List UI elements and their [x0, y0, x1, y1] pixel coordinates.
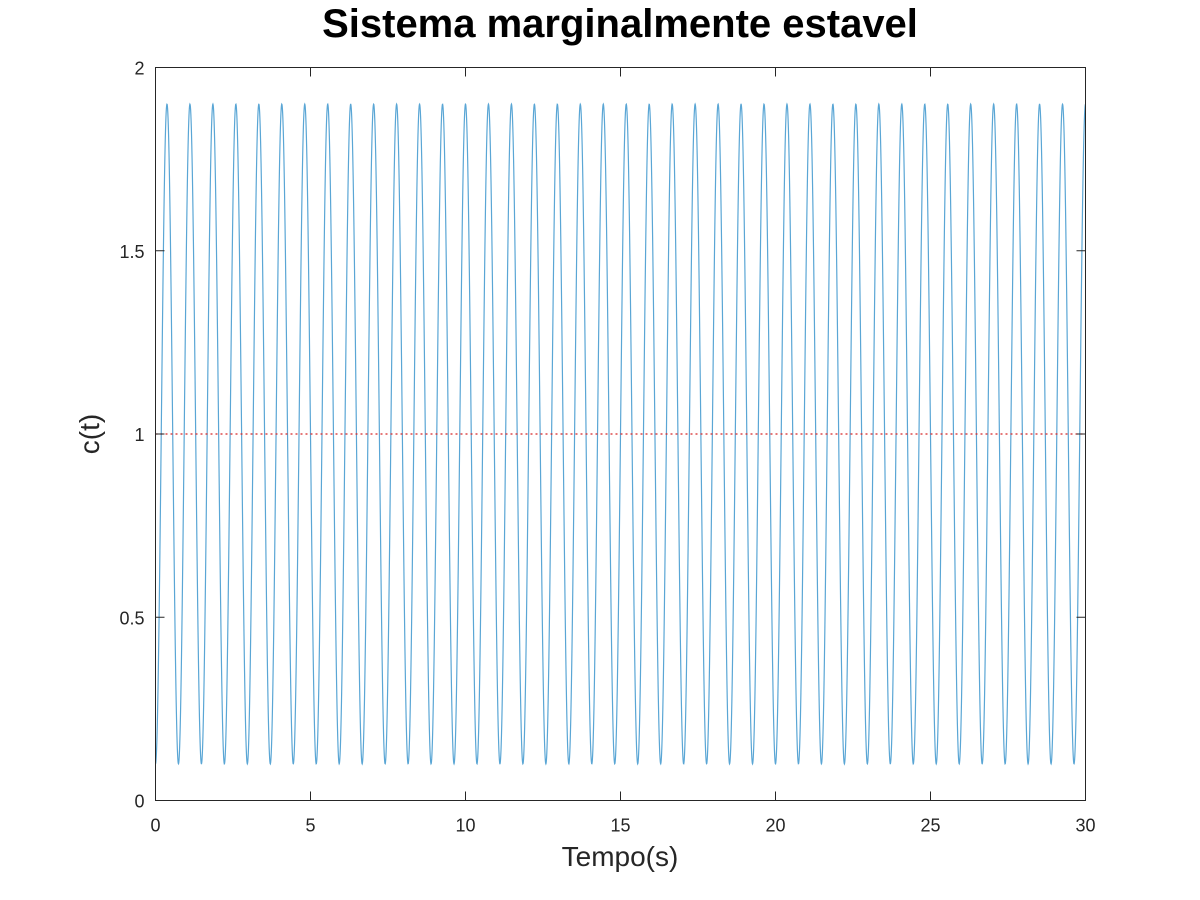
x-axis-label: Tempo(s)	[562, 841, 679, 872]
x-tick-label: 20	[765, 816, 785, 836]
y-tick-label: 1	[134, 425, 144, 445]
x-tick-label: 0	[150, 816, 160, 836]
y-axis-label: c(t)	[74, 414, 105, 454]
x-tick-label: 30	[1075, 816, 1095, 836]
y-tick-label: 2	[134, 59, 144, 79]
y-tick-label: 1.5	[119, 242, 144, 262]
y-tick-label: 0.5	[119, 608, 144, 628]
y-tick-label: 0	[134, 792, 144, 812]
x-tick-label: 15	[610, 816, 630, 836]
x-tick-label: 5	[305, 816, 315, 836]
x-tick-label: 10	[455, 816, 475, 836]
chart-title: Sistema marginalmente estavel	[322, 2, 918, 46]
plot-area	[154, 102, 1087, 766]
axes-frame	[155, 67, 1086, 801]
x-tick-label: 25	[920, 816, 940, 836]
